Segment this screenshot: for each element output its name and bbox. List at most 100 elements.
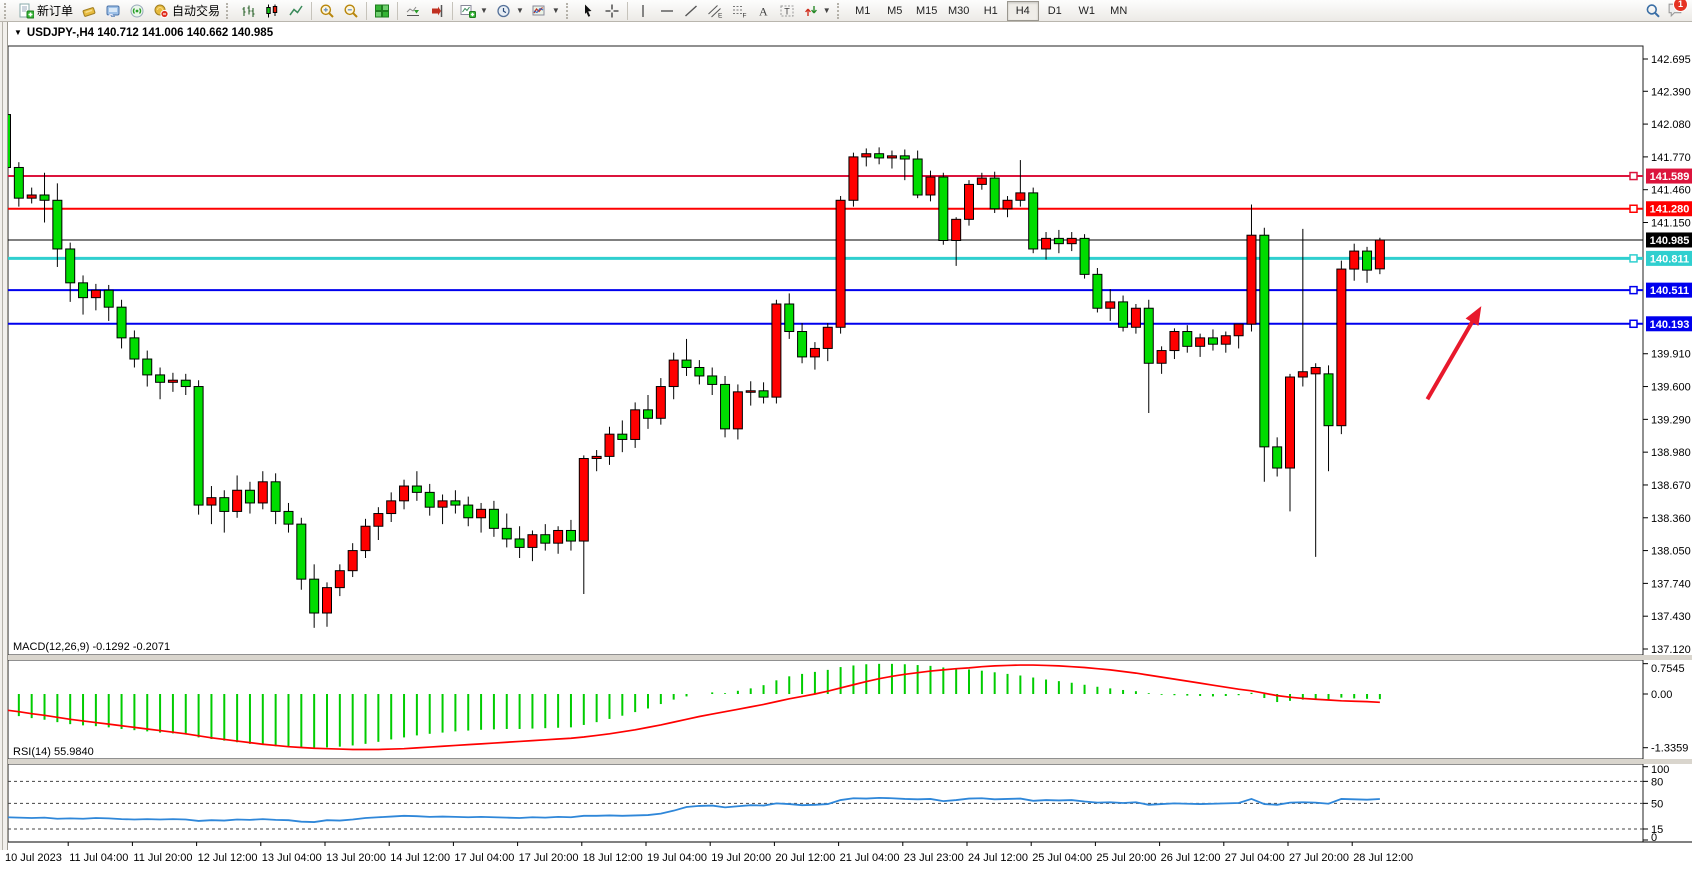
timeframe-button-H1[interactable]: H1 <box>983 4 998 17</box>
timeframe-button-MN[interactable]: MN <box>1110 4 1128 17</box>
autotrading-button[interactable]: 自动交易 <box>149 0 224 22</box>
candle-body <box>912 158 923 196</box>
candle-body <box>1259 234 1270 448</box>
svg-text:15: 15 <box>1651 824 1663 836</box>
toolbar-grip[interactable] <box>836 2 843 19</box>
svg-text:11 Jul 20:00: 11 Jul 20:00 <box>133 852 192 864</box>
zoom-out-button[interactable] <box>339 0 363 22</box>
signals-button[interactable] <box>125 0 149 22</box>
hline-140511[interactable] <box>8 285 1643 295</box>
text-button[interactable]: A <box>751 0 775 22</box>
candle-body <box>604 433 615 457</box>
timeframe-button-W1[interactable]: W1 <box>1078 4 1095 17</box>
svg-text:141.150: 141.150 <box>1651 218 1691 230</box>
candle-body <box>1349 250 1360 270</box>
gold-bar-button[interactable] <box>77 0 101 22</box>
timeframe-button-M30[interactable]: M30 <box>948 4 970 17</box>
macd-layer <box>5 663 1381 751</box>
timeframe-button-D1[interactable]: D1 <box>1047 4 1062 17</box>
zoom-in-button[interactable] <box>315 0 339 22</box>
arrows-button[interactable]: ▼ <box>799 0 835 22</box>
panel-splitter[interactable] <box>0 655 1692 660</box>
candle-body <box>1143 307 1154 364</box>
svg-text:138.360: 138.360 <box>1651 513 1691 525</box>
svg-text:139.290: 139.290 <box>1651 414 1691 426</box>
indicators-icon <box>532 5 545 15</box>
candle-body <box>244 489 255 504</box>
candle-body <box>732 391 743 430</box>
search-icon[interactable] <box>1645 3 1661 19</box>
crosshair-button[interactable] <box>600 0 624 22</box>
remote-terminal-icon <box>106 5 120 17</box>
panel-splitter[interactable] <box>0 759 1692 764</box>
timeframe-button-M5[interactable]: M5 <box>887 4 903 17</box>
hline-14128[interactable] <box>8 204 1643 213</box>
candlestick-chart-button[interactable] <box>260 0 284 22</box>
vertical-line-button[interactable] <box>631 0 655 22</box>
timeframe-button-M1[interactable]: M1 <box>855 4 871 17</box>
svg-text:0.00: 0.00 <box>1651 689 1672 701</box>
candle-body <box>553 529 564 544</box>
candle-body <box>1323 373 1334 427</box>
svg-text:142.080: 142.080 <box>1651 119 1691 131</box>
new-order-button[interactable]: 新订单 <box>14 0 77 22</box>
toolbar-grip[interactable] <box>226 2 232 19</box>
trendline-icon <box>684 4 697 17</box>
text-label-button[interactable]: T <box>775 0 799 22</box>
svg-text:100: 100 <box>1651 764 1669 776</box>
toolbar-grip[interactable] <box>4 2 10 19</box>
cursor-icon <box>584 4 592 17</box>
price-badge-141589: 141.589 <box>1646 168 1692 184</box>
candle-body <box>822 326 833 349</box>
price-axis[interactable]: 142.695 142.390 142.080 141.770 141.460 141.1… <box>1643 54 1691 844</box>
equidistant-channel-button[interactable]: E <box>703 0 727 22</box>
collapse-triangle-icon[interactable]: ▼ <box>14 28 22 37</box>
tile-windows-button[interactable] <box>370 0 394 22</box>
candle-body <box>899 155 910 160</box>
auto-scroll-button[interactable] <box>401 0 425 22</box>
timeframes-button[interactable]: ▼ <box>492 0 528 22</box>
cursor-button[interactable] <box>576 0 600 22</box>
candle-body <box>809 347 820 358</box>
new-chart-button[interactable]: ▼ <box>456 0 492 22</box>
text-label-icon: T <box>780 5 794 16</box>
hline-140193[interactable] <box>8 319 1643 329</box>
indicators-button[interactable]: ▼ <box>528 0 564 22</box>
chart-window[interactable]: 142.695 142.390 142.080 141.770 141.460 141.1… <box>0 22 1692 864</box>
fibonacci-button[interactable]: F <box>727 0 751 22</box>
svg-text:138.980: 138.980 <box>1651 447 1691 459</box>
svg-text:10 Jul 2023: 10 Jul 2023 <box>5 852 62 864</box>
candle-body <box>334 570 345 589</box>
candle-body <box>399 485 410 502</box>
gold-bar-icon <box>82 6 96 17</box>
candle-body <box>1336 268 1347 427</box>
candle-body <box>386 500 397 515</box>
candle-body <box>694 366 705 377</box>
auto-scroll-icon <box>406 6 420 16</box>
candle-body <box>1310 366 1321 375</box>
trendline-button[interactable] <box>679 0 703 22</box>
line-chart-button[interactable] <box>284 0 308 22</box>
remote-terminal-button[interactable] <box>101 0 125 22</box>
candle-body <box>206 497 217 506</box>
timeframe-button-H4[interactable]: H4 <box>1006 0 1039 21</box>
time-axis[interactable]: 10 Jul 2023 11 Jul 04:00 11 Jul 20:00 12 Ju… <box>3 842 1413 864</box>
horizontal-line-button[interactable] <box>655 0 679 22</box>
bar-chart-button[interactable] <box>236 0 260 22</box>
svg-text:12 Jul 12:00: 12 Jul 12:00 <box>198 852 258 864</box>
candle-body <box>565 529 576 542</box>
candle-body <box>1182 331 1193 347</box>
candle-body <box>578 458 589 542</box>
timeframe-button-M15[interactable]: M15 <box>916 4 938 17</box>
hline-141589[interactable] <box>8 171 1643 181</box>
text-icon: A <box>759 4 768 18</box>
chart-canvas[interactable]: 142.695 142.390 142.080 141.770 141.460 141.1… <box>0 22 1692 872</box>
notifications-button[interactable]: 1 <box>1667 0 1688 21</box>
candle-body <box>26 194 37 199</box>
candle-body <box>1092 273 1103 309</box>
toolbar-grip[interactable] <box>565 2 572 19</box>
zoom-out-icon <box>344 4 358 18</box>
chart-shift-button[interactable] <box>425 0 449 22</box>
trend-arrow[interactable] <box>1425 306 1482 401</box>
candle-body <box>771 303 782 398</box>
